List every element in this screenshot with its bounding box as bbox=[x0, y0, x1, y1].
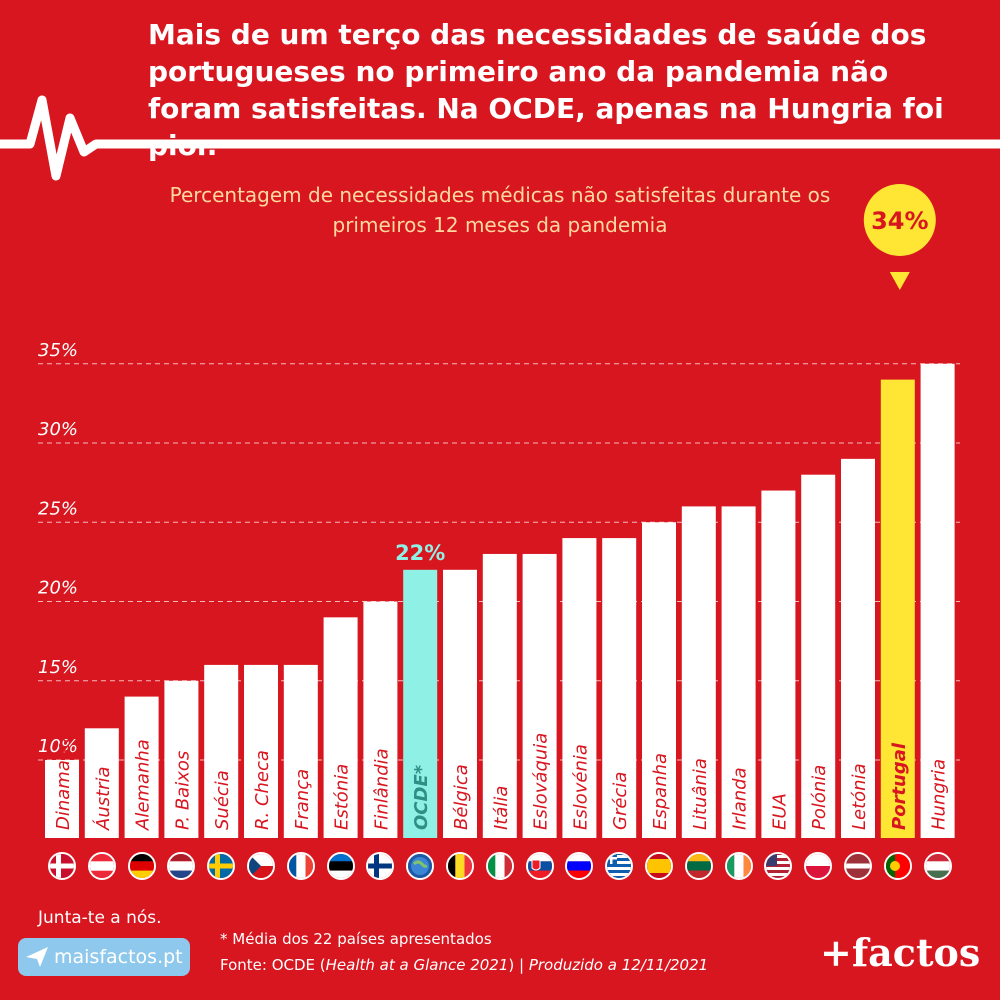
callout-bubble bbox=[863, 184, 936, 256]
footnote: * Média dos 22 países apresentados bbox=[220, 930, 492, 948]
category-label: OCDE* bbox=[411, 764, 432, 830]
site-link[interactable]: maisfactos.pt bbox=[18, 938, 190, 976]
category-label: Itália bbox=[491, 786, 512, 830]
join-us-text: Junta-te a nós. bbox=[38, 908, 162, 928]
bar bbox=[642, 522, 676, 838]
category-label: França bbox=[292, 769, 313, 830]
category-label: Eslovénia bbox=[570, 744, 591, 830]
site-link-label: maisfactos.pt bbox=[54, 946, 183, 968]
category-label: P. Baixos bbox=[172, 751, 193, 830]
bar bbox=[403, 569, 438, 838]
category-label: Letónia bbox=[849, 763, 870, 830]
bar bbox=[522, 553, 557, 838]
category-label: Suécia bbox=[212, 770, 233, 830]
category-label: Grécia bbox=[610, 772, 631, 830]
bar bbox=[363, 601, 398, 838]
bar bbox=[681, 506, 716, 838]
source-title: Health at a Glance 2021 bbox=[325, 956, 509, 974]
bar bbox=[244, 664, 278, 838]
category-label: EUA bbox=[769, 793, 790, 830]
bar bbox=[880, 379, 915, 838]
y-tick-label: 30% bbox=[38, 419, 78, 440]
bar bbox=[602, 538, 637, 838]
y-tick-label: 25% bbox=[38, 498, 78, 519]
category-label: Espanha bbox=[650, 753, 671, 830]
category-label: Portugal bbox=[889, 742, 910, 830]
source-separator: ) | bbox=[508, 956, 529, 974]
y-tick-label: 15% bbox=[38, 657, 78, 678]
category-label: Finlândia bbox=[371, 748, 392, 830]
chart-title: Percentagem de necessidades médicas não … bbox=[169, 183, 831, 237]
bar bbox=[84, 728, 119, 838]
bar bbox=[562, 538, 597, 838]
category-label: Bélgica bbox=[451, 764, 472, 830]
bar bbox=[323, 617, 358, 838]
category-label: Hungria bbox=[929, 759, 950, 830]
category-label: Dinamarca bbox=[53, 732, 74, 830]
bar bbox=[443, 569, 477, 838]
value-label: 22% bbox=[395, 541, 445, 565]
source-prefix: Fonte: OCDE ( bbox=[220, 956, 326, 974]
category-label: R. Checa bbox=[252, 750, 273, 830]
bar bbox=[164, 680, 199, 838]
bar bbox=[45, 760, 79, 838]
value-label: 34% bbox=[871, 207, 928, 235]
category-label: Lituânia bbox=[690, 758, 711, 830]
produced-date: Produzido a 12/11/2021 bbox=[528, 956, 709, 974]
y-tick-label: 35% bbox=[38, 340, 78, 361]
category-label: Irlanda bbox=[730, 767, 751, 830]
send-icon bbox=[26, 947, 48, 967]
category-label: Áustria bbox=[92, 766, 114, 831]
callout-pointer bbox=[889, 272, 910, 290]
heartbeat-line-icon bbox=[0, 95, 1000, 181]
bar bbox=[841, 458, 875, 838]
y-tick-label: 10% bbox=[38, 736, 78, 757]
category-label: Estónia bbox=[332, 764, 353, 830]
bar bbox=[124, 696, 159, 838]
bar bbox=[204, 664, 239, 838]
brand-logo: +factos bbox=[820, 930, 981, 975]
category-label: Alemanha bbox=[133, 739, 154, 831]
bar bbox=[482, 553, 517, 838]
source-line: Fonte: OCDE (Health at a Glance 2021) | … bbox=[220, 956, 708, 974]
bar bbox=[920, 363, 955, 838]
bar bbox=[721, 506, 756, 838]
bar-chart: 10% 15% 20% 25% 30% 35% Dinamarca Áustria Aleman… bbox=[38, 184, 960, 838]
bar bbox=[283, 664, 318, 838]
y-tick-label: 20% bbox=[38, 578, 78, 599]
bar bbox=[761, 490, 796, 838]
category-label: Polónia bbox=[809, 765, 830, 830]
bar bbox=[801, 474, 836, 838]
headline: Mais de um terço das necessidades de saú… bbox=[148, 18, 944, 162]
category-label: Eslováquia bbox=[531, 733, 552, 830]
